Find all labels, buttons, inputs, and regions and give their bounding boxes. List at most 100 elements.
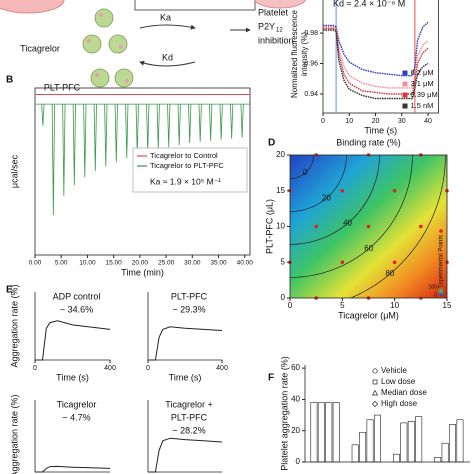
contour-label: 0 [303, 168, 308, 177]
platelet-shape [253, 0, 307, 9]
plot-title: PLT-PFC [171, 291, 208, 301]
y-axis-label: Aggregation rate (%) [9, 394, 19, 474]
legend-label: 0.39 μM [411, 90, 438, 99]
legend-label: 1.5 nM [411, 101, 434, 110]
y-axis-label: Normalized fluorescence [290, 9, 299, 98]
plot-title: ~ 34.6% [60, 304, 93, 314]
kd-label: Kd [162, 52, 173, 62]
x-tick-label: 10.00 [79, 260, 96, 267]
x-axis-label: Time (s) [169, 372, 202, 382]
x-tick-label: 30 [398, 118, 406, 125]
y-tick-label: 60 [291, 363, 300, 372]
arrow [139, 60, 196, 67]
data-line [148, 437, 223, 473]
frame [134, 0, 256, 11]
x-tick-label: 25.00 [158, 260, 175, 267]
legend-marker [371, 400, 379, 408]
x-tick-label: 10 [345, 118, 353, 125]
panel-label: D [268, 138, 275, 149]
panel-label: E [6, 285, 13, 296]
bar [310, 402, 318, 463]
spike [177, 104, 181, 146]
legend-label: Ticagrelor to Control [150, 151, 218, 160]
spike [167, 104, 171, 148]
x-tick-label: 0 [288, 301, 293, 310]
x-tick-label: 10 [390, 301, 399, 310]
bar [441, 442, 449, 463]
y-axis-label: μcal/sec [9, 154, 19, 188]
plot-frame [322, 0, 439, 114]
legend-label: 3.1 μM [411, 79, 434, 88]
x-tick-label: 15.00 [106, 260, 123, 267]
x-tick-label: 15 [443, 301, 452, 310]
particle [82, 34, 102, 54]
x-tick-label: 5.00 [55, 260, 68, 267]
contour-line [290, 155, 413, 278]
contour-label: 80 [385, 269, 394, 278]
particle [108, 34, 128, 54]
contour-line [349, 155, 446, 298]
y-axis-label: intensity (%) [300, 32, 309, 76]
x-axis-label: Time (min) [121, 267, 164, 277]
y-tick-label: 0.98 [304, 30, 318, 37]
spike [51, 104, 55, 216]
legend-marker [371, 389, 379, 396]
x-tick-label: 35.00 [210, 260, 227, 267]
legend-swatch [402, 103, 408, 109]
contour-label: 60 [364, 244, 373, 253]
particle-dots [87, 13, 129, 83]
annotation: Ka ≈ 1.9 × 10⁵ M⁻¹ [150, 176, 221, 186]
data-line [148, 326, 223, 361]
spike [156, 104, 160, 150]
spike [72, 104, 76, 185]
y-tick-label: 20 [276, 150, 285, 159]
spike [114, 104, 118, 163]
x-tick-label: 20 [372, 118, 380, 125]
contour-line [290, 155, 314, 179]
ka-label: Ka [160, 12, 171, 22]
contour-label: 20 [322, 193, 331, 202]
panel-label: B [6, 75, 13, 86]
x-axis-label: Ticagrelor (μM) [338, 310, 399, 320]
chart-title: Binding rate (%) [336, 137, 401, 147]
legend-label: Low dose [381, 377, 416, 386]
y-axis-label: Aggregation rate (%) [9, 284, 19, 367]
dot [119, 45, 123, 49]
plot-title: PLT-PFC [171, 412, 208, 422]
bar [366, 419, 374, 463]
legend-label: Ticagrelor to PLT-PFC [150, 161, 224, 170]
legend-marker [372, 368, 378, 374]
spike [93, 104, 97, 171]
data-line [323, 27, 429, 95]
x-tick-label: 40 [424, 118, 432, 125]
data-line [35, 465, 111, 473]
bar [359, 431, 367, 463]
y-tick-label: 0.96 [304, 60, 318, 67]
spike [135, 104, 139, 155]
legend-label: 6.2 μM [411, 68, 434, 77]
spike [104, 104, 108, 167]
legend-label: Median dose [381, 388, 427, 397]
dot [87, 39, 91, 43]
plot-title: Ticagrelor + [165, 399, 212, 409]
plot-title: ~ 28.2% [172, 425, 205, 435]
data-line [323, 21, 429, 77]
legend-dot [439, 229, 443, 233]
spike [240, 104, 244, 138]
contour-line [290, 155, 380, 245]
legend-swatch [402, 92, 408, 98]
colorbar [439, 286, 443, 296]
experimental-point [392, 260, 397, 265]
data-line [323, 26, 429, 89]
experimental-point [392, 188, 397, 193]
bar [317, 402, 325, 463]
x-axis-label: Time (s) [56, 372, 89, 382]
spike [209, 104, 213, 141]
x-tick-label: 400 [104, 365, 116, 372]
contours: 0 20 40 60 80 [290, 155, 446, 298]
dot [99, 13, 103, 17]
result-label: P2Y [258, 21, 275, 31]
bar [325, 402, 333, 463]
legend-box [132, 147, 248, 193]
